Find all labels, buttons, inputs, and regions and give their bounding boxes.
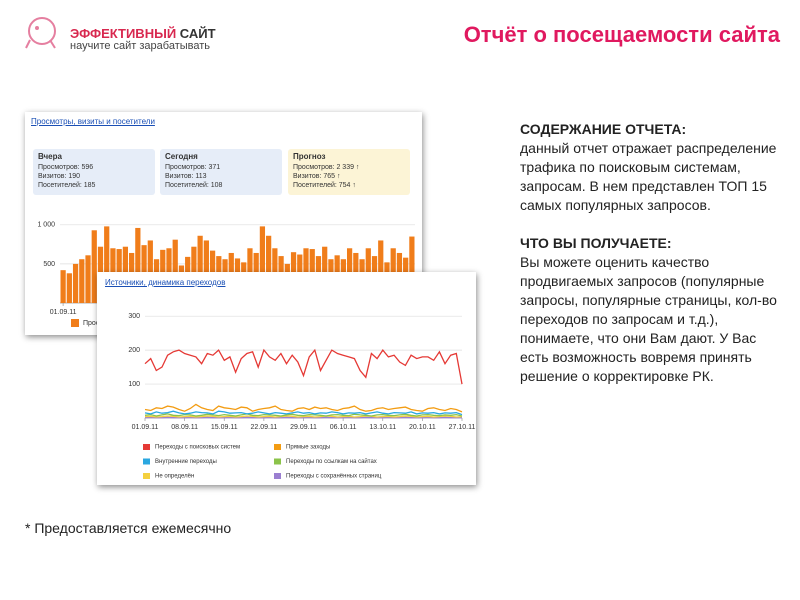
y-tick-label: 200 [128,347,140,354]
bar [197,235,203,303]
legend-swatch [143,458,150,465]
bar [266,235,272,303]
stat-card: Прогноз Просмотров: 2 339 ↑ Визитов: 765… [288,149,410,195]
logo-name: ЭФФЕКТИВНЫЙ САЙТ [70,26,216,41]
x-tick-label: 06.10.11 [330,424,357,431]
section-text: Вы можете оценить качество продвигаемых … [520,254,777,384]
logo-tagline: научите сайт зарабатывать [70,40,211,52]
card-line: Посетителей: 185 [38,182,96,189]
legend-swatch [274,473,281,479]
bar [259,226,266,303]
legend-swatch [274,444,281,450]
bar [147,240,153,303]
bar [91,230,97,303]
x-tick-label: 13.10.11 [369,424,396,431]
logo-name-2: САЙТ [179,26,216,41]
bar [135,227,141,303]
legend-swatch [143,444,150,450]
legend-label: Переходы с сохранённых страниц [286,474,382,480]
y-tick-label: 1 000 [37,222,55,229]
series-line [144,348,463,385]
legend-label: Не определён [155,474,194,480]
bar [409,236,415,303]
slide-title: Отчёт о посещаемости сайта [463,22,780,47]
y-tick-label: 100 [128,381,140,388]
x-tick-label: 01.09.11 [132,424,159,431]
footnote: * Предоставляется ежемесячно [25,520,232,536]
link-header[interactable]: Источники, динамика переходов [105,278,226,287]
card-line: Визитов: 113 [165,173,207,180]
card-line: Просмотров: 2 339 ↑ [293,164,360,171]
stat-card: Сегодня Просмотров: 371 Визитов: 113 Пос… [160,149,282,195]
legend-label: Внутренние переходы [155,459,217,465]
card-line: Визитов: 190 [38,173,81,180]
bar [79,259,85,303]
section-text: данный отчет отражает распределение траф… [520,140,777,213]
screenshot-sources: Источники, динамика переходов 300 200 100 0… [97,272,476,485]
series-line [144,403,463,413]
section-heading: СОДЕРЖАНИЕ ОТЧЕТА: [520,121,687,137]
bar [85,255,91,303]
content-block: СОДЕРЖАНИЕ ОТЧЕТА: данный отчет отражает… [520,120,780,386]
card-title: Вчера [38,152,62,161]
legend-swatch [71,319,79,327]
legend-label: Переходы по ссылкам на сайтах [286,458,377,465]
card-line: Визитов: 765 ↑ [293,173,341,180]
link-header[interactable]: Просмотры, визиты и посетители [31,117,155,126]
card-title: Сегодня [165,152,198,161]
x-tick-label: 27.10.11 [449,424,476,431]
line-chart: 300 200 100 01.09.11 08.09.11 15.09.11 22.09.1… [128,313,476,480]
bar [72,263,79,303]
card-line: Посетителей: 754 ↑ [293,182,356,189]
x-tick-label: 22.09.11 [251,424,278,431]
card-line: Просмотров: 596 [38,164,94,171]
stat-card: Вчера Просмотров: 596 Визитов: 190 Посет… [33,149,155,195]
bar [378,240,384,303]
legend-swatch [143,473,150,479]
series-line [144,413,463,417]
x-tick-label: 01.09.11 [50,309,77,316]
bar [172,239,178,303]
card-line: Посетителей: 108 [165,182,223,189]
legend-label: Переходы с поисковых систем [155,445,240,451]
legend-label: Прямые заходы [286,445,330,451]
x-tick-label: 15.09.11 [211,424,238,431]
legend-swatch [274,458,281,465]
bar [203,240,209,303]
y-tick-label: 500 [43,261,55,268]
bar [66,273,72,303]
series-line [144,410,463,416]
x-tick-label: 20.10.11 [409,424,436,431]
x-tick-label: 08.09.11 [171,424,198,431]
section-heading: ЧТО ВЫ ПОЛУЧАЕТЕ: [520,235,672,251]
card-line: Просмотров: 371 [165,164,221,171]
card-title: Прогноз [293,152,326,161]
bar [60,270,66,303]
bar [104,226,110,303]
logo-icon [25,17,56,49]
x-tick-label: 29.09.11 [290,424,317,431]
y-tick-label: 300 [128,313,140,320]
logo-name-1: ЭФФЕКТИВНЫЙ [70,26,177,41]
series-line [144,415,463,418]
